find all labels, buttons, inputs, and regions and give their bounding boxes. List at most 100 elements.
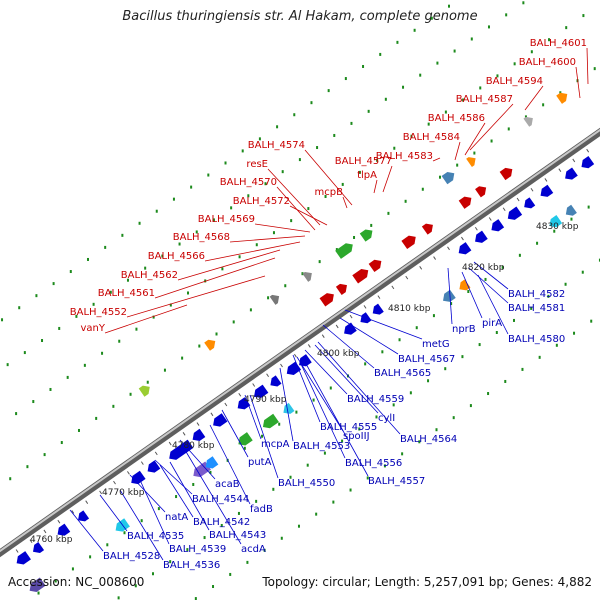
callout-line [99,494,128,532]
accession: Accession: NC_008600 [8,575,145,589]
gene-feature [29,577,46,592]
guide-dot [353,235,356,239]
scale-tick [154,451,158,456]
callout-line [184,449,242,545]
gene-feature [523,116,533,127]
guide-dot [427,379,430,383]
gene-feature [458,242,472,255]
guide-dot [276,125,279,129]
guide-dot [207,173,210,177]
guide-dot [18,306,21,310]
scale-tick [15,549,19,553]
callout-line [221,409,249,458]
gene-feature [16,551,31,565]
guide-dot [456,163,459,167]
gene-label: BALH_4584 [403,132,460,143]
scale-tick [238,392,242,397]
scale-tick [586,148,590,153]
scale-tick [377,295,381,299]
guide-dot [484,277,487,281]
gene-feature [556,92,568,104]
scale-tick [168,441,172,446]
guide-dot [60,441,63,445]
guide-dot [69,270,72,274]
scale-tick [544,178,548,182]
guide-dot [169,560,172,564]
callout-line [129,474,166,513]
gene-label: BALH_4600 [519,57,576,68]
gene-feature [270,375,282,387]
gene-label: BALH_4535 [127,531,184,542]
scale-tick [140,461,144,465]
scale-tick [71,510,75,514]
gene-feature [262,413,279,429]
guide-dot [126,278,129,282]
scale-tick [335,324,339,329]
gene-feature [352,268,369,284]
guide-dot [89,555,92,559]
gene-feature [441,172,455,185]
guide-dot [58,326,61,330]
guide-dot [418,440,421,444]
callout-line [342,196,348,209]
gene-label: BALH_4587 [456,94,513,105]
callout-line [304,361,369,477]
guide-dot [54,579,57,583]
callout-line [468,267,509,304]
scale-tick [502,207,506,212]
gene-feature [138,385,150,397]
guide-dot [249,308,252,312]
callout-line [279,367,294,442]
scale-tick [307,344,311,348]
guide-dot [505,13,508,17]
gene-label: pirA [482,318,502,329]
guide-dot [478,343,481,347]
guide-dot [593,67,596,71]
callout-line [454,141,461,161]
scale-tick [57,519,61,524]
guide-dot [587,205,590,209]
guide-dot [101,351,104,355]
gene-label: BALH_4557 [368,476,425,487]
guide-dot [198,344,201,348]
map-title: Bacillus thuringiensis str. Al Hakam, co… [122,9,478,24]
guide-dot [384,97,387,101]
guide-dot [104,245,107,249]
gene-feature [78,510,90,522]
gene-label: putA [248,457,272,468]
kbp-label: 4760 kbp [30,535,73,545]
gene-label: vanY [81,323,106,334]
scale-tick [474,227,478,231]
callout-line [69,509,104,552]
gene-label: resE [246,159,268,170]
scale-tick [558,168,562,172]
guide-dot [215,332,218,336]
guide-dot [358,427,361,431]
guide-dot [392,403,395,407]
guide-dot [316,146,319,150]
gene-feature [147,460,161,473]
guide-dot [229,572,232,576]
guide-dot [289,475,292,479]
callout-line [461,271,483,319]
kbp-label: 4790 kbp [244,395,287,405]
gene-label: BALH_4577 [335,156,392,167]
guide-dot [358,170,361,174]
kbp-label: 4780 kbp [172,441,215,451]
gene-feature [565,167,578,180]
gene-label: BALH_4570 [220,177,277,188]
kbp-label: 4830 kbp [536,222,579,232]
guide-dot [402,85,405,89]
guide-dot [35,294,38,298]
callout-line [169,461,210,531]
callout-line [473,261,509,290]
gene-feature [507,206,523,220]
guide-dot [290,219,293,223]
gene-label: BALH_4567 [398,354,455,365]
guide-dot [194,597,197,600]
gene-label: BALH_4568 [173,232,230,243]
gene-label: BALH_4583 [376,151,433,162]
gene-labels-top: BALH_4601 BALH_4600 BALH_4594 BALH_4587 BALH… [70,38,587,334]
